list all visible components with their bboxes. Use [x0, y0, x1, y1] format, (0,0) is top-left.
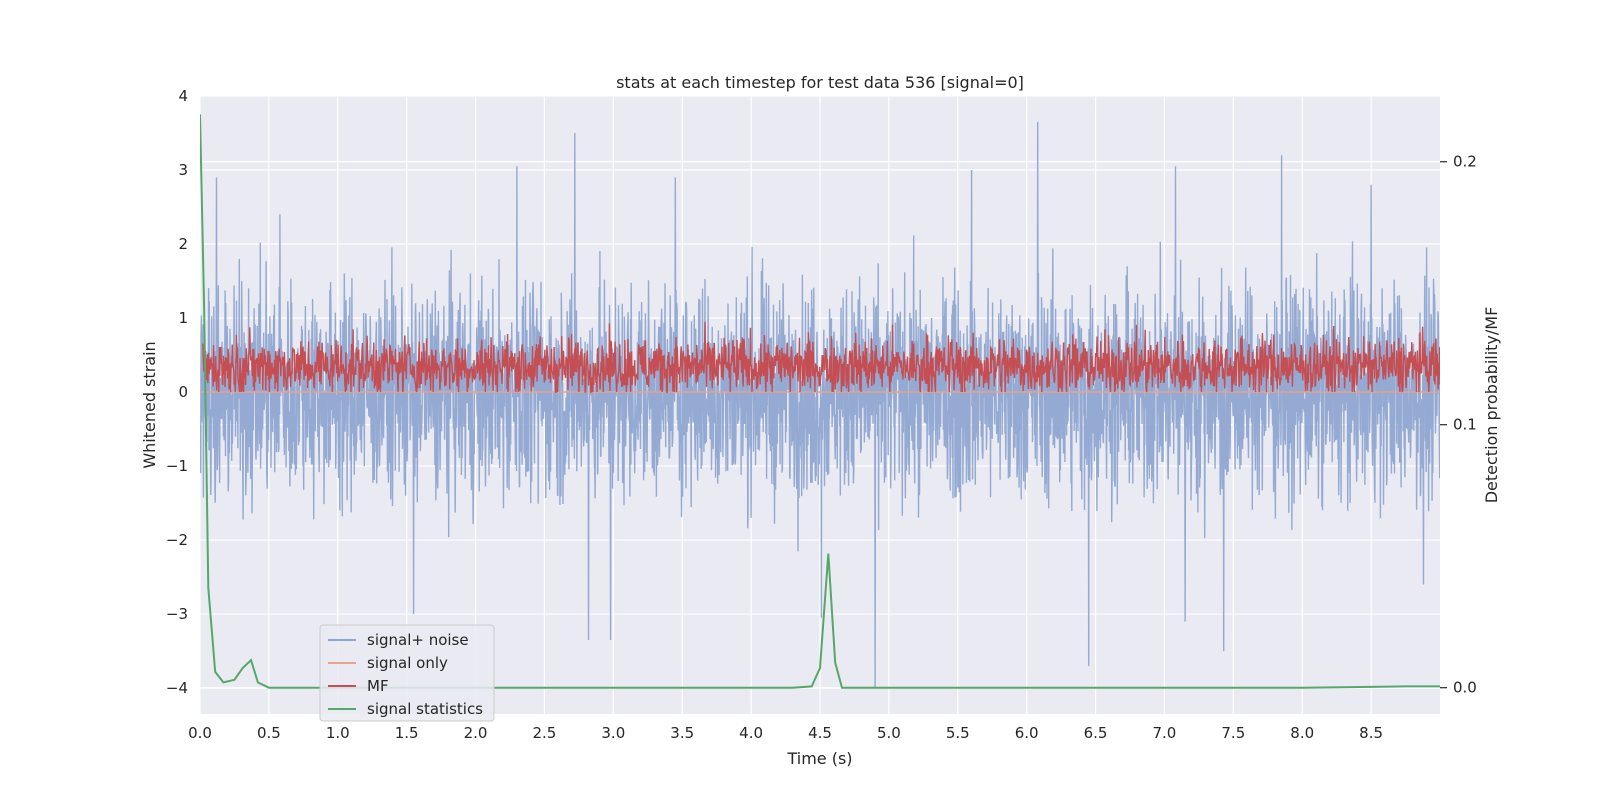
x-tick-label: 8.5	[1359, 724, 1383, 742]
y-tick-label: 1	[178, 309, 188, 327]
x-tick-label: 0.0	[188, 724, 212, 742]
y-tick-label: −1	[166, 457, 188, 475]
x-tick-label: 7.5	[1221, 724, 1245, 742]
x-tick-label: 1.0	[326, 724, 350, 742]
x-tick-label: 5.5	[946, 724, 970, 742]
chart-title: stats at each timestep for test data 536…	[616, 73, 1024, 92]
x-tick-label: 0.5	[257, 724, 281, 742]
legend-label-signal-noise: signal+ noise	[367, 631, 469, 649]
x-tick-label: 4.0	[739, 724, 763, 742]
series-layer	[200, 114, 1440, 689]
x-tick-label: 3.5	[670, 724, 694, 742]
series-signal-statistics	[200, 114, 1440, 689]
x-tick-label: 7.0	[1153, 724, 1177, 742]
y-tick-label: 0	[178, 383, 188, 401]
y2-tick-label: 0.2	[1453, 153, 1477, 171]
y2-axis-ticks: 0.2 0.1 0.0	[1440, 153, 1477, 697]
y-tick-label: −4	[166, 679, 188, 697]
y-tick-label: −2	[166, 531, 188, 549]
y-tick-label: 2	[178, 235, 188, 253]
y-axis-label: Whitened strain	[140, 341, 159, 468]
legend-label-mf: MF	[367, 677, 389, 695]
x-tick-label: 2.0	[464, 724, 488, 742]
legend-box	[319, 624, 495, 722]
x-tick-label: 6.0	[1015, 724, 1039, 742]
series-mf	[202, 321, 1440, 393]
x-tick-label: 5.0	[877, 724, 901, 742]
y2-axis-label: Detection probability/MF	[1482, 307, 1501, 504]
y-tick-label: −3	[166, 605, 188, 623]
x-tick-label: 4.5	[808, 724, 832, 742]
x-tick-label: 3.0	[601, 724, 625, 742]
legend-label-signal-only: signal only	[367, 654, 448, 672]
x-tick-label: 1.5	[395, 724, 419, 742]
y-axis-ticks: 4 3 2 1 0 −1 −2 −3 −4	[166, 87, 188, 697]
x-axis-label: Time (s)	[786, 749, 852, 768]
y-tick-label: 3	[178, 161, 188, 179]
y2-tick-label: 0.1	[1453, 416, 1477, 434]
legend-label-signal-statistics: signal statistics	[367, 700, 483, 718]
x-axis-ticks: 0.0 0.5 1.0 1.5 2.0 2.5 3.0 3.5 4.0 4.5 5.0 5.5 6.0 6…	[188, 724, 1383, 742]
x-tick-label: 6.5	[1084, 724, 1108, 742]
y2-tick-label: 0.0	[1453, 679, 1477, 697]
y-tick-label: 4	[178, 87, 188, 105]
x-tick-label: 2.5	[533, 724, 557, 742]
x-tick-label: 8.0	[1290, 724, 1314, 742]
legend: signal+ noise signal only MF signal stat…	[319, 624, 495, 722]
